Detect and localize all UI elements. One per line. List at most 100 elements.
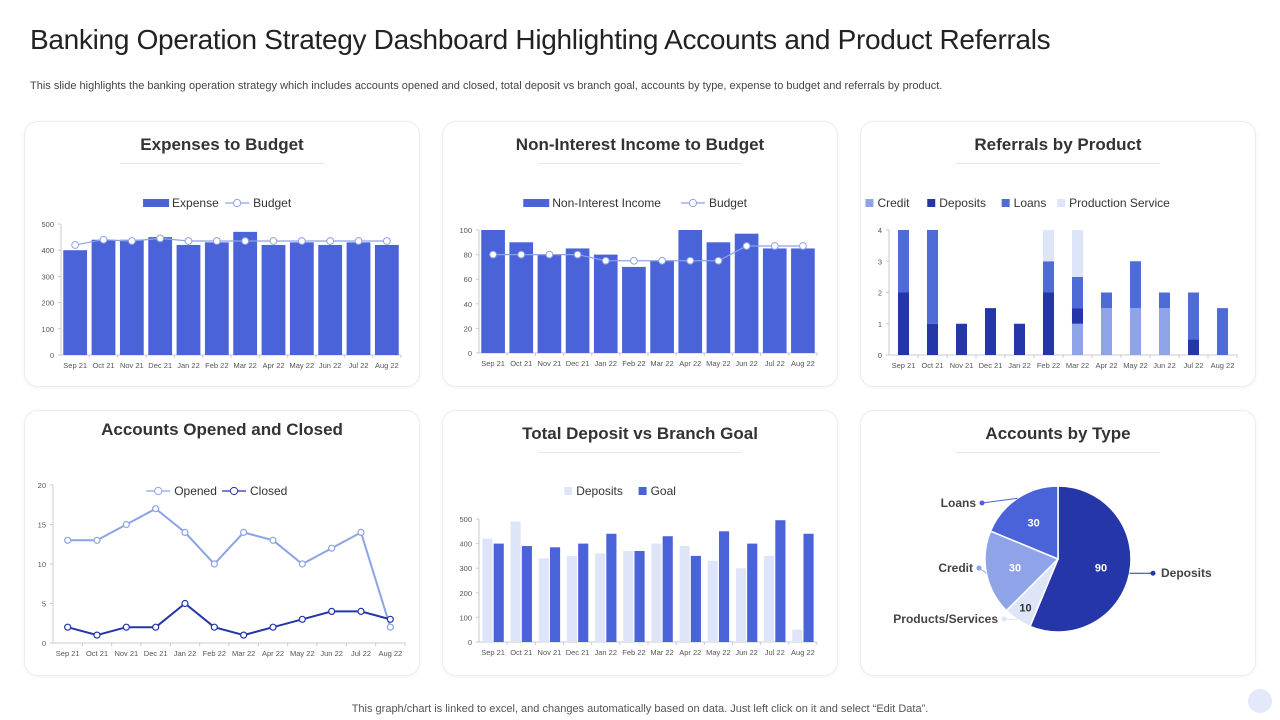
y-tick-label: 300 [41, 272, 54, 281]
bar-segment-loans [1100, 292, 1113, 309]
pie-slice-deposits [1029, 485, 1132, 633]
x-tick-label: Mar 22 [233, 361, 256, 370]
card-accounts-opened-closed: Accounts Opened and Closed 0 5 10 15 20 Sep 2… [24, 410, 420, 676]
point-closed [210, 623, 218, 631]
bar-segment-deposits [1187, 339, 1200, 355]
budget-point [799, 242, 807, 250]
bar-expense [233, 231, 258, 355]
legend-label: Budget [253, 196, 292, 210]
bar-goal [549, 547, 561, 642]
bar-segment-credit [1158, 308, 1171, 355]
budget-point [714, 256, 723, 265]
pie-leader-dot [979, 500, 985, 506]
bar-segment-loans [926, 230, 939, 324]
bar-segment-credit [1100, 308, 1113, 355]
bar-goal [718, 531, 730, 642]
card-referrals-by-product: Referrals by Product 0 1 2 3 4 Sep 21 Oct 21 No… [860, 121, 1256, 387]
x-tick-label: Jun 22 [735, 359, 758, 368]
legend-swatch [143, 199, 170, 207]
bar-goal [690, 555, 701, 642]
x-tick-label: Apr 22 [262, 361, 284, 370]
page-title: Banking Operation Strategy Dashboard Hig… [30, 24, 1051, 55]
bar-non-interest-income [791, 248, 815, 353]
bar-non-interest-income [706, 242, 731, 353]
x-tick-label: Feb 22 [203, 649, 226, 658]
x-tick-label: Oct 21 [86, 649, 108, 658]
legend-swatch-marker [229, 486, 239, 496]
y-tick-label: 40 [464, 300, 472, 309]
card-title: Referrals by Product [974, 135, 1142, 154]
legend-label: Deposits [576, 484, 623, 498]
y-tick-label: 500 [459, 515, 472, 524]
bar-deposits [735, 568, 747, 642]
point-opened [269, 536, 277, 544]
bar-segment-loans [897, 230, 910, 293]
x-tick-label: Feb 22 [1037, 361, 1060, 370]
x-tick-label: May 22 [290, 361, 315, 370]
y-tick-label: 10 [38, 560, 46, 569]
bar-non-interest-income [509, 242, 534, 353]
point-opened [386, 623, 394, 631]
y-tick-label: 0 [50, 351, 54, 360]
bar-segment-deposits [955, 323, 968, 355]
legend-label: Deposits [939, 196, 986, 210]
y-tick-label: 200 [459, 589, 472, 598]
bar-non-interest-income [565, 248, 590, 353]
y-tick-label: 15 [38, 521, 46, 530]
budget-point [686, 256, 695, 265]
x-tick-label: Jun 22 [735, 648, 758, 657]
point-opened [152, 505, 160, 513]
title-divider [538, 452, 742, 453]
help-button[interactable] [1248, 689, 1272, 713]
bar-goal [775, 520, 786, 642]
card-title: Total Deposit vs Branch Goal [522, 424, 758, 443]
x-tick-label: Dec 21 [979, 361, 1003, 370]
budget-point [71, 241, 80, 249]
y-tick-label: 60 [464, 275, 472, 284]
legend-label: Budget [709, 196, 748, 210]
x-tick-label: Dec 21 [148, 361, 172, 370]
bar-segment-production-service [1071, 230, 1084, 277]
y-tick-label: 2 [878, 289, 882, 298]
point-closed [269, 623, 277, 631]
pie-leader-dot [976, 565, 982, 571]
x-tick-label: Apr 22 [1095, 361, 1117, 370]
bar-deposits [538, 558, 549, 642]
x-tick-label: Jul 22 [348, 361, 368, 370]
x-tick-label: Sep 21 [481, 648, 505, 657]
point-closed [357, 607, 365, 615]
legend-label: Credit [877, 196, 910, 210]
bar-goal [521, 546, 532, 642]
card-expenses-to-budget: Expenses to Budget 0 100 200 300 400 500 Sep 2… [24, 121, 420, 387]
bar-segment-loans [1158, 292, 1171, 309]
x-tick-label: Mar 22 [650, 359, 673, 368]
x-tick-label: Sep 21 [56, 649, 80, 658]
bar-expense [91, 239, 116, 355]
pie-value-label: 30 [1028, 518, 1040, 530]
x-tick-label: Apr 22 [679, 648, 701, 657]
bar-segment-deposits [1071, 308, 1084, 324]
bar-segment-loans [1129, 261, 1142, 309]
x-tick-label: Oct 21 [510, 648, 532, 657]
y-tick-label: 300 [459, 564, 472, 573]
card-accounts-by-type: Accounts by Type 90 Deposits 10 Products/Se… [860, 410, 1256, 676]
bar-deposits [510, 521, 521, 642]
accounts-opened-closed-chart: 0 5 10 15 20 Sep 21 Oct 21 Nov 21 Dec 21 Jan 22 Fe… [38, 481, 406, 658]
x-tick-label: Jun 22 [320, 649, 343, 658]
x-tick-label: Jan 22 [594, 648, 617, 657]
card-total-deposit-vs-goal: Total Deposit vs Branch Goal 0 100 200 300 4… [442, 410, 838, 676]
bar-non-interest-income [481, 230, 505, 353]
budget-point [184, 237, 193, 245]
legend-label: Non-Interest Income [552, 196, 661, 210]
x-tick-label: May 22 [290, 649, 315, 658]
budget-line [75, 237, 387, 246]
bar-goal [803, 533, 814, 642]
legend-label: Opened [174, 484, 217, 498]
card-title: Accounts Opened and Closed [101, 420, 343, 439]
bar-deposits [595, 553, 606, 642]
legend-label: Production Service [1069, 196, 1170, 210]
y-tick-label: 20 [464, 324, 472, 333]
point-closed [298, 615, 306, 623]
x-tick-label: Dec 21 [566, 648, 590, 657]
x-tick-label: Oct 21 [92, 361, 114, 370]
